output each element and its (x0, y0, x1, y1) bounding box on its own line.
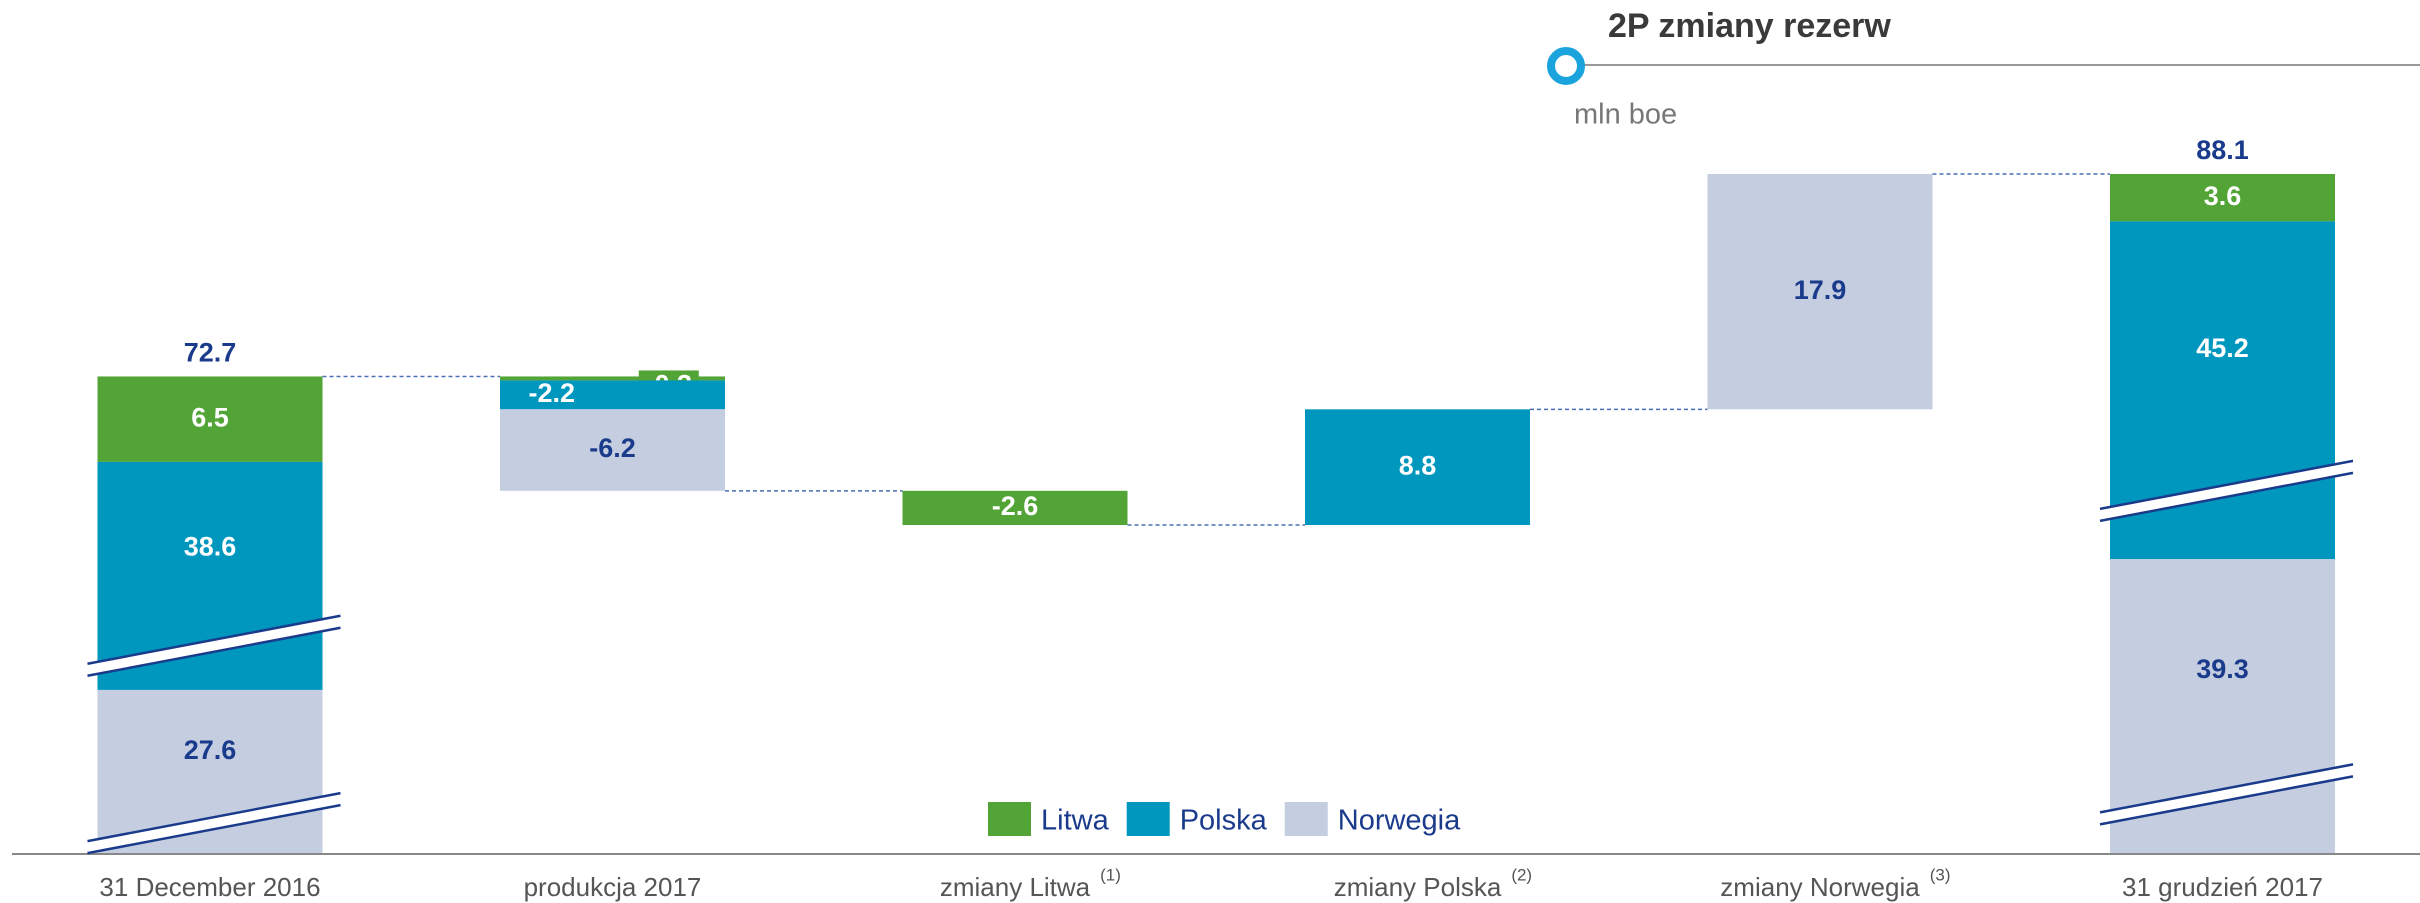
axis-break (2100, 764, 2353, 825)
x-tick-label: produkcja 2017 (524, 872, 702, 902)
bar-segment (1707, 174, 1933, 410)
bar-segment (500, 409, 725, 491)
axis-break-edge (87, 791, 341, 843)
bar-segment (500, 376, 725, 381)
axis-break (2100, 460, 2353, 521)
footnote-mark: (2) (1511, 865, 1532, 884)
data-label: -2.6 (992, 491, 1039, 521)
legend-swatch (988, 802, 1031, 836)
chart-title: 2P zmiany rezerw (1608, 7, 1891, 45)
bar-segment (97, 376, 323, 462)
x-tick-label: zmiany Litwa (940, 872, 1091, 902)
data-label: -2.2 (528, 378, 575, 408)
legend-label: Norwegia (1338, 805, 1461, 837)
footnote-mark: (1) (1100, 865, 1121, 884)
data-label: 27.6 (184, 735, 237, 765)
bar-segment (2110, 174, 2335, 222)
data-label: 38.6 (184, 532, 237, 562)
x-tick-label: 31 December 2016 (99, 872, 320, 902)
axis-break (87, 615, 341, 676)
data-label: 6.5 (191, 402, 229, 432)
axis-break-edge (87, 626, 341, 678)
total-label: 88.1 (2196, 135, 2249, 165)
axis-break-edge (2099, 471, 2354, 523)
data-label: -6.2 (589, 433, 636, 463)
data-label: 8.8 (1399, 450, 1437, 480)
footnote-mark: (3) (1930, 865, 1951, 884)
data-label: 17.9 (1794, 275, 1847, 305)
axis-break-edge (2099, 763, 2354, 814)
x-tick-label: zmiany Norwegia (1720, 872, 1920, 902)
data-label: 45.2 (2196, 333, 2249, 363)
axis-break (87, 793, 341, 854)
bar-segment (500, 380, 725, 410)
x-tick-label: zmiany Polska (1334, 872, 1502, 902)
axis-break-edge (87, 803, 341, 855)
chart-subtitle: mln boe (1574, 99, 1677, 131)
legend-label: Polska (1180, 805, 1268, 837)
bar-segment (1305, 409, 1530, 525)
axis-break-edge (87, 614, 341, 666)
bar-segment (902, 490, 1128, 525)
data-label: 39.3 (2196, 654, 2249, 684)
axis-break-edge (2099, 775, 2354, 826)
axis-break-edge (2099, 459, 2354, 511)
data-label: 3.6 (2204, 181, 2242, 211)
legend-swatch (1126, 802, 1170, 836)
x-tick-label: 31 grudzień 2017 (2122, 872, 2323, 902)
title-marker (1547, 47, 1585, 85)
legend-swatch (1284, 802, 1328, 836)
total-label: 72.7 (184, 338, 237, 368)
legend-label: Litwa (1041, 805, 1110, 837)
